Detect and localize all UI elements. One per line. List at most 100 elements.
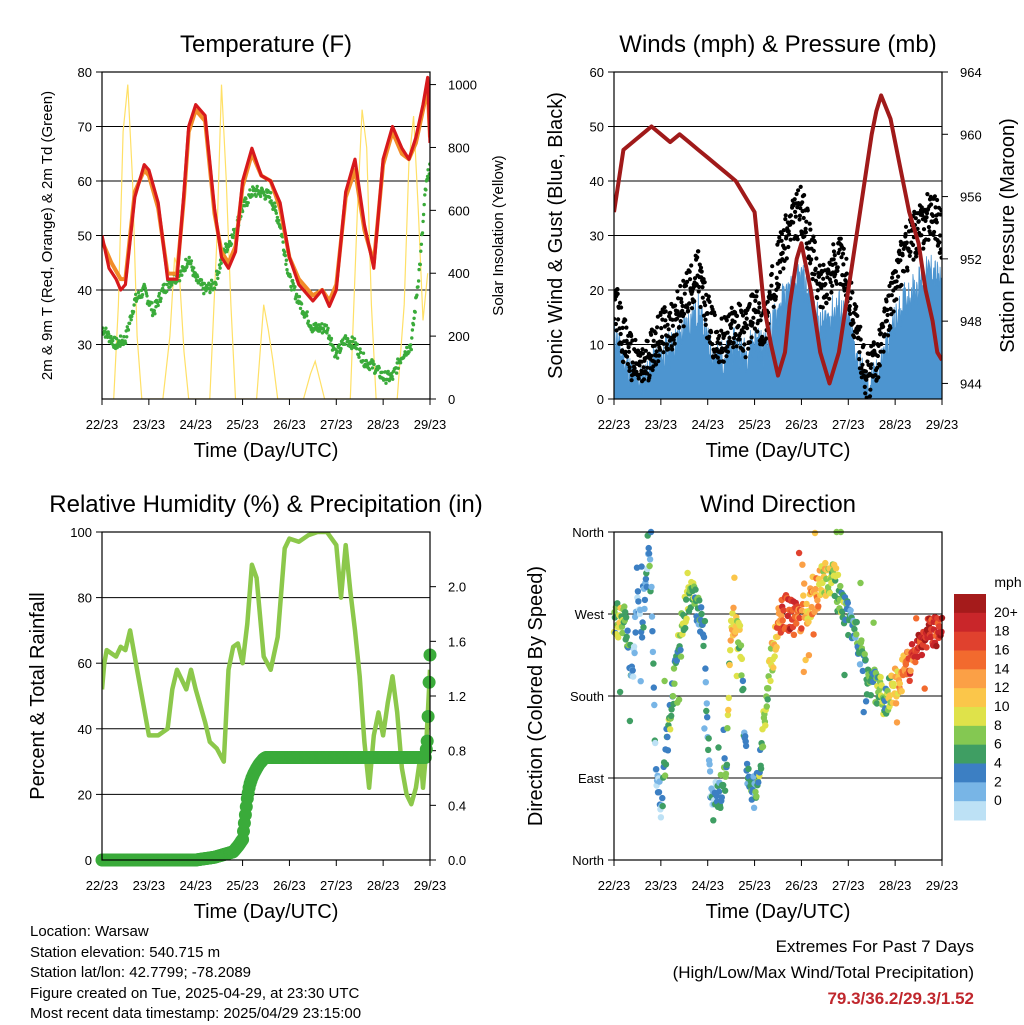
gust-point [937, 250, 942, 255]
direction-point [629, 667, 636, 674]
y-tick-label: 40 [78, 722, 92, 737]
gust-point [647, 373, 652, 378]
dewpoint-point [125, 325, 129, 329]
gust-point [670, 323, 676, 328]
gust-point [729, 321, 734, 327]
dewpoint-point [370, 366, 375, 370]
gust-point [692, 299, 697, 304]
direction-point [765, 685, 772, 692]
direction-point [856, 661, 864, 668]
dewpoint-point [150, 313, 155, 318]
direction-point [737, 642, 745, 649]
gust-point [781, 266, 786, 271]
direction-point [826, 590, 834, 597]
direction-point [641, 605, 648, 613]
direction-point [646, 556, 654, 563]
extremes-title: Extremes For Past 7 Days [775, 937, 974, 956]
gust-point [857, 357, 862, 362]
gust-point [863, 391, 868, 396]
dewpoint-point [391, 377, 395, 381]
dewpoint-point [421, 212, 426, 217]
y2-axis-label: Solar Insolation (Yellow) [490, 155, 507, 315]
dewpoint-point [409, 347, 413, 352]
dewpoint-point [388, 377, 392, 381]
gust-point [926, 237, 931, 242]
direction-point [927, 633, 934, 641]
dewpoint-point [358, 347, 362, 351]
direction-point [893, 719, 901, 726]
direction-point [702, 679, 709, 686]
y-tick-label: North [572, 525, 604, 540]
gust-point [671, 337, 676, 342]
gust-point [627, 368, 632, 373]
gust-point [860, 362, 865, 367]
direction-point [705, 735, 712, 742]
gust-point [847, 308, 852, 313]
gust-point [627, 365, 632, 370]
x-tick-label: 23/23 [133, 417, 166, 432]
dewpoint-point [324, 323, 329, 328]
gust-point [784, 256, 789, 261]
dewpoint-point [218, 266, 222, 270]
direction-point [706, 761, 713, 768]
gust-point [678, 319, 683, 324]
gust-point [938, 233, 942, 238]
direction-point [646, 562, 653, 570]
gust-point [720, 349, 725, 354]
direction-point [784, 612, 791, 620]
gust-point [939, 208, 942, 213]
gust-point [696, 249, 701, 254]
dewpoint-point [219, 261, 223, 265]
colorbar-swatch [954, 594, 986, 614]
dewpoint-point [274, 211, 278, 215]
dewpoint-point [290, 278, 295, 283]
x-tick-label: 29/23 [926, 878, 959, 893]
direction-point [717, 804, 724, 811]
dewpoint-point [320, 322, 324, 326]
gust-point [803, 230, 809, 235]
direction-point [638, 634, 646, 641]
gust-point [878, 331, 884, 336]
dewpoint-point [278, 223, 282, 228]
y2-tick-label: 952 [960, 252, 982, 267]
direction-point [616, 688, 624, 696]
direction-point [668, 712, 675, 720]
dewpoint-point [192, 266, 196, 270]
y-tick-label: 30 [78, 338, 92, 353]
gust-point [733, 332, 738, 338]
y-tick-label: 0 [597, 392, 604, 407]
gust-point [712, 312, 717, 318]
gust-point [754, 289, 759, 294]
direction-point [802, 656, 809, 664]
precip-point [421, 710, 435, 723]
gust-point [734, 313, 740, 319]
gust-point [757, 305, 762, 310]
colorbar-swatch [954, 669, 986, 689]
gust-point [625, 341, 630, 346]
gust-point [795, 237, 800, 242]
gust-point [885, 307, 890, 312]
gust-point [863, 369, 869, 374]
gust-point [800, 200, 805, 205]
gust-point [865, 359, 870, 364]
y-tick-label: 60 [78, 656, 92, 671]
direction-point [648, 583, 655, 591]
dewpoint-point [209, 285, 213, 289]
colorbar-label: 6 [994, 736, 1002, 752]
gust-point [778, 270, 783, 275]
series-temp-2m [102, 75, 430, 308]
gust-point [908, 249, 913, 254]
gust-point [682, 291, 687, 296]
direction-point [870, 619, 877, 626]
gust-point [645, 339, 650, 344]
gust-point [682, 311, 687, 316]
station-location: Location: Warsaw [30, 923, 149, 940]
dewpoint-point [409, 343, 413, 347]
dewpoint-point [269, 199, 273, 203]
gust-point [831, 249, 837, 254]
y-tick-label: 60 [78, 174, 92, 189]
gust-point [626, 345, 631, 350]
gust-point [833, 261, 838, 266]
x-tick-label: 22/23 [598, 417, 631, 432]
colorbar-swatch [954, 763, 986, 783]
